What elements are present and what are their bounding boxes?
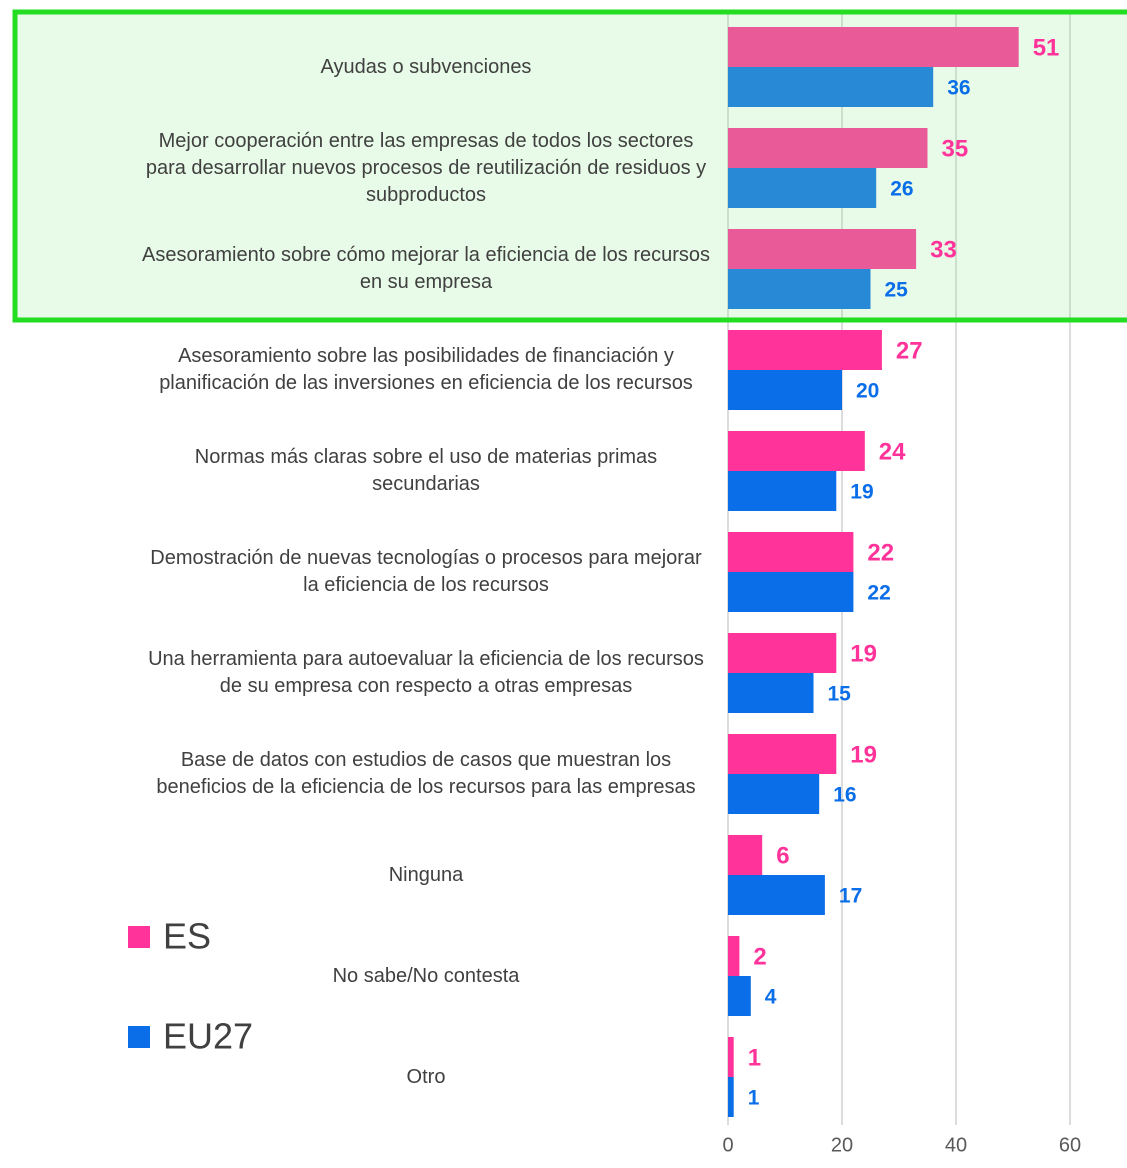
legend-swatch	[128, 1026, 150, 1048]
bar	[728, 168, 877, 208]
value-label: 20	[856, 380, 879, 403]
bar	[728, 27, 1019, 67]
category-label-box: Asesoramiento sobre las posibilidades de…	[159, 345, 693, 394]
category-label-box: Una herramienta para autoevaluar la efic…	[148, 648, 704, 697]
category-label: Base de datos con estudios de casos que …	[156, 749, 696, 798]
bar	[728, 330, 882, 370]
bar	[728, 1077, 734, 1117]
category-label: Ninguna	[388, 863, 464, 886]
category-label-box: Asesoramiento sobre cómo mejorar la efic…	[141, 244, 711, 293]
x-tick-label: 40	[945, 1134, 967, 1156]
value-label: 6	[776, 842, 789, 869]
value-label: 17	[839, 885, 862, 908]
bar	[728, 835, 763, 875]
value-label: 4	[765, 986, 777, 1009]
x-tick-label: 60	[1059, 1134, 1081, 1156]
bar	[728, 572, 854, 612]
x-tick-label: 0	[722, 1134, 733, 1156]
legend-label: ES	[163, 916, 211, 957]
category-label: Otro	[406, 1065, 446, 1088]
value-label: 15	[828, 683, 852, 706]
category-label-box: Mejor cooperación entre las empresas de …	[145, 129, 707, 206]
bar	[728, 673, 814, 713]
value-label: 19	[850, 741, 877, 768]
bar	[728, 774, 820, 814]
category-label: No sabe/No contesta	[332, 964, 520, 987]
bar	[728, 532, 854, 572]
bar	[728, 734, 837, 774]
value-label: 19	[850, 640, 877, 667]
bar	[728, 936, 740, 976]
value-label: 26	[890, 178, 913, 201]
bar	[728, 229, 917, 269]
category-label: Ayudas o subvenciones	[320, 55, 532, 78]
category-label: Asesoramiento sobre cómo mejorar la efic…	[141, 244, 711, 293]
category-label: Normas más claras sobre el uso de materi…	[194, 446, 658, 495]
bar	[728, 976, 751, 1016]
bar	[728, 431, 865, 471]
legend-swatch	[128, 926, 150, 948]
value-label: 51	[1033, 34, 1060, 61]
value-label: 16	[833, 784, 856, 807]
bar	[728, 67, 934, 107]
value-label: 36	[947, 77, 970, 100]
highlight-box	[12, 9, 1127, 323]
bar	[728, 370, 842, 410]
bar	[728, 875, 825, 915]
category-label: Asesoramiento sobre las posibilidades de…	[159, 345, 693, 394]
category-label-box: Normas más claras sobre el uso de materi…	[194, 446, 658, 495]
bar	[728, 1037, 734, 1077]
category-label-box: No sabe/No contesta	[332, 964, 520, 987]
x-tick-label: 20	[831, 1134, 853, 1156]
value-label: 1	[748, 1044, 761, 1071]
value-label: 1	[748, 1087, 760, 1110]
bar	[728, 128, 928, 168]
category-label-box: Demostración de nuevas tecnologías o pro…	[150, 547, 702, 596]
bar	[728, 269, 871, 309]
value-label: 2	[753, 943, 766, 970]
value-label: 19	[850, 481, 873, 504]
category-label-box: Base de datos con estudios de casos que …	[156, 749, 696, 798]
value-label: 24	[879, 438, 906, 465]
value-label: 25	[885, 279, 909, 302]
category-label: Una herramienta para autoevaluar la efic…	[148, 648, 704, 697]
category-label: Mejor cooperación entre las empresas de …	[145, 129, 707, 206]
category-label-box: Otro	[406, 1065, 446, 1088]
value-label: 35	[942, 135, 969, 162]
value-label: 22	[867, 582, 890, 605]
category-label-box: Ayudas o subvenciones	[320, 55, 532, 78]
value-label: 33	[930, 236, 957, 263]
value-label: 27	[896, 337, 923, 364]
category-label-box: Ninguna	[388, 863, 464, 886]
category-label: Demostración de nuevas tecnologías o pro…	[150, 547, 702, 596]
bar	[728, 471, 837, 511]
value-label: 22	[867, 539, 894, 566]
bar	[728, 633, 837, 673]
legend-label: EU27	[163, 1016, 253, 1057]
